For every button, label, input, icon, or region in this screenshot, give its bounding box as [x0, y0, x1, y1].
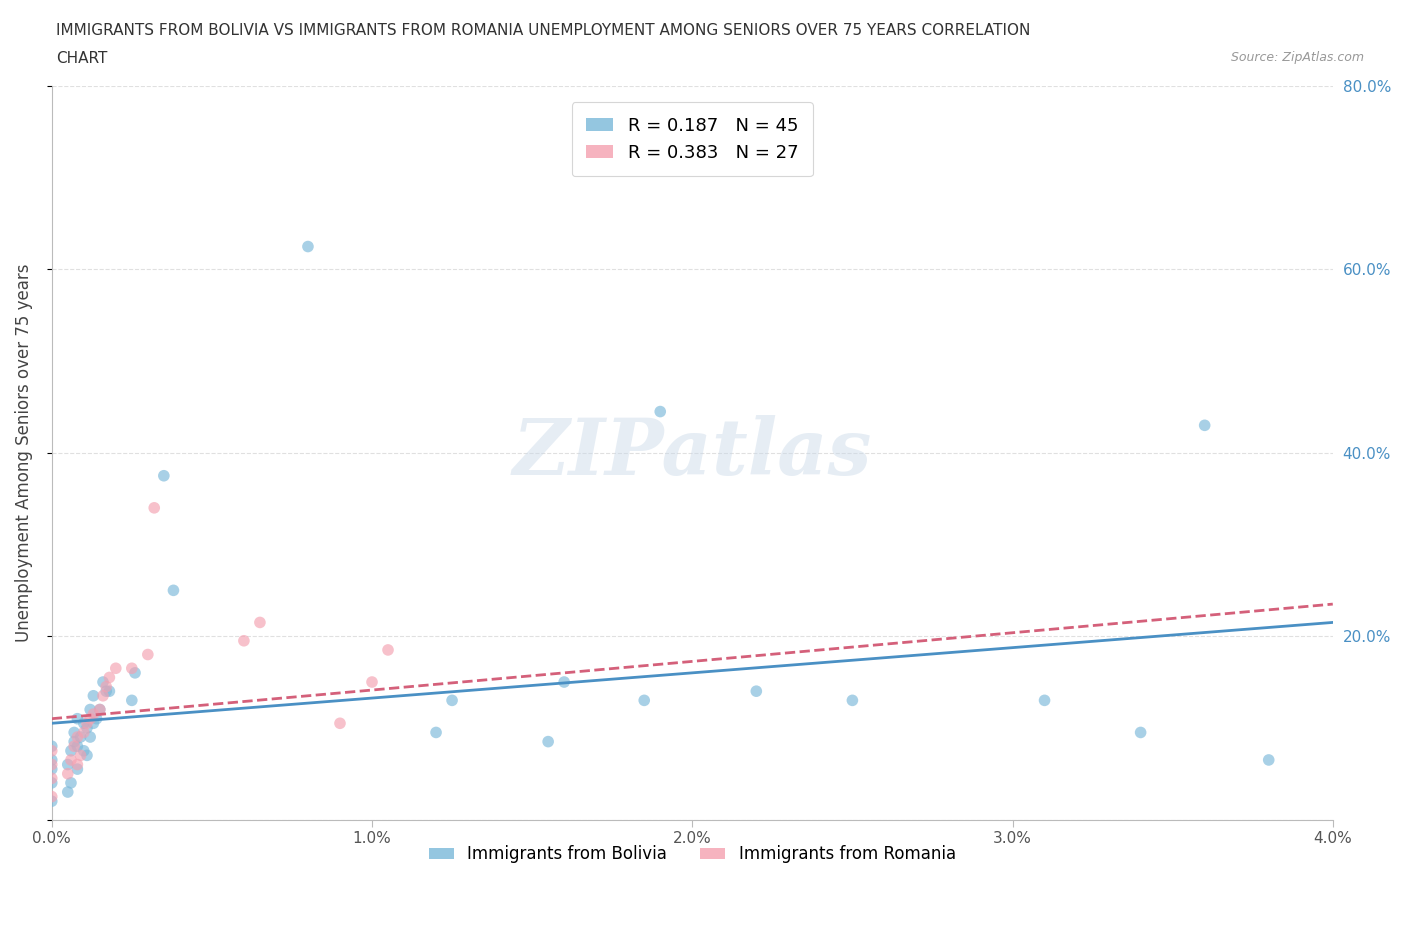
Point — [63, 734, 86, 749]
Point — [41, 790, 63, 804]
Point — [56, 766, 79, 781]
Point — [79, 702, 101, 717]
Point — [89, 702, 111, 717]
Point — [89, 702, 111, 717]
Point — [59, 752, 82, 767]
Point — [82, 688, 104, 703]
Point — [104, 661, 127, 676]
Point — [41, 738, 63, 753]
Point — [73, 725, 96, 740]
Point — [841, 693, 863, 708]
Point — [69, 748, 91, 763]
Point — [41, 794, 63, 809]
Point — [329, 716, 352, 731]
Point — [361, 674, 384, 689]
Point — [63, 725, 86, 740]
Point — [1194, 418, 1216, 432]
Point — [633, 693, 655, 708]
Y-axis label: Unemployment Among Seniors over 75 years: Unemployment Among Seniors over 75 years — [15, 263, 32, 642]
Point — [96, 679, 118, 694]
Point — [136, 647, 159, 662]
Point — [56, 757, 79, 772]
Text: Source: ZipAtlas.com: Source: ZipAtlas.com — [1230, 51, 1364, 64]
Point — [745, 684, 768, 698]
Point — [537, 734, 560, 749]
Point — [650, 405, 672, 419]
Point — [86, 711, 108, 726]
Point — [59, 776, 82, 790]
Point — [41, 776, 63, 790]
Point — [121, 693, 143, 708]
Point — [232, 633, 254, 648]
Point — [91, 688, 114, 703]
Point — [98, 684, 121, 698]
Point — [41, 743, 63, 758]
Point — [76, 748, 98, 763]
Point — [79, 730, 101, 745]
Point — [153, 469, 176, 484]
Point — [553, 674, 575, 689]
Point — [56, 785, 79, 800]
Point — [63, 738, 86, 753]
Point — [249, 615, 271, 630]
Point — [66, 738, 89, 753]
Point — [41, 771, 63, 786]
Point — [41, 752, 63, 767]
Point — [66, 757, 89, 772]
Point — [59, 743, 82, 758]
Point — [297, 239, 319, 254]
Point — [69, 730, 91, 745]
Point — [91, 674, 114, 689]
Text: CHART: CHART — [56, 51, 108, 66]
Legend: Immigrants from Bolivia, Immigrants from Romania: Immigrants from Bolivia, Immigrants from… — [422, 839, 963, 870]
Point — [377, 643, 399, 658]
Point — [96, 684, 118, 698]
Point — [41, 757, 63, 772]
Point — [121, 661, 143, 676]
Point — [82, 716, 104, 731]
Text: ZIPatlas: ZIPatlas — [513, 415, 872, 491]
Point — [143, 500, 166, 515]
Point — [79, 711, 101, 726]
Point — [441, 693, 464, 708]
Point — [425, 725, 447, 740]
Point — [76, 721, 98, 736]
Text: IMMIGRANTS FROM BOLIVIA VS IMMIGRANTS FROM ROMANIA UNEMPLOYMENT AMONG SENIORS OV: IMMIGRANTS FROM BOLIVIA VS IMMIGRANTS FR… — [56, 23, 1031, 38]
Point — [1033, 693, 1056, 708]
Point — [1129, 725, 1152, 740]
Point — [73, 716, 96, 731]
Point — [66, 711, 89, 726]
Point — [76, 716, 98, 731]
Point — [124, 666, 146, 681]
Point — [41, 762, 63, 777]
Point — [66, 730, 89, 745]
Point — [1257, 752, 1279, 767]
Point — [66, 762, 89, 777]
Point — [98, 670, 121, 684]
Point — [162, 583, 184, 598]
Point — [82, 707, 104, 722]
Point — [73, 743, 96, 758]
